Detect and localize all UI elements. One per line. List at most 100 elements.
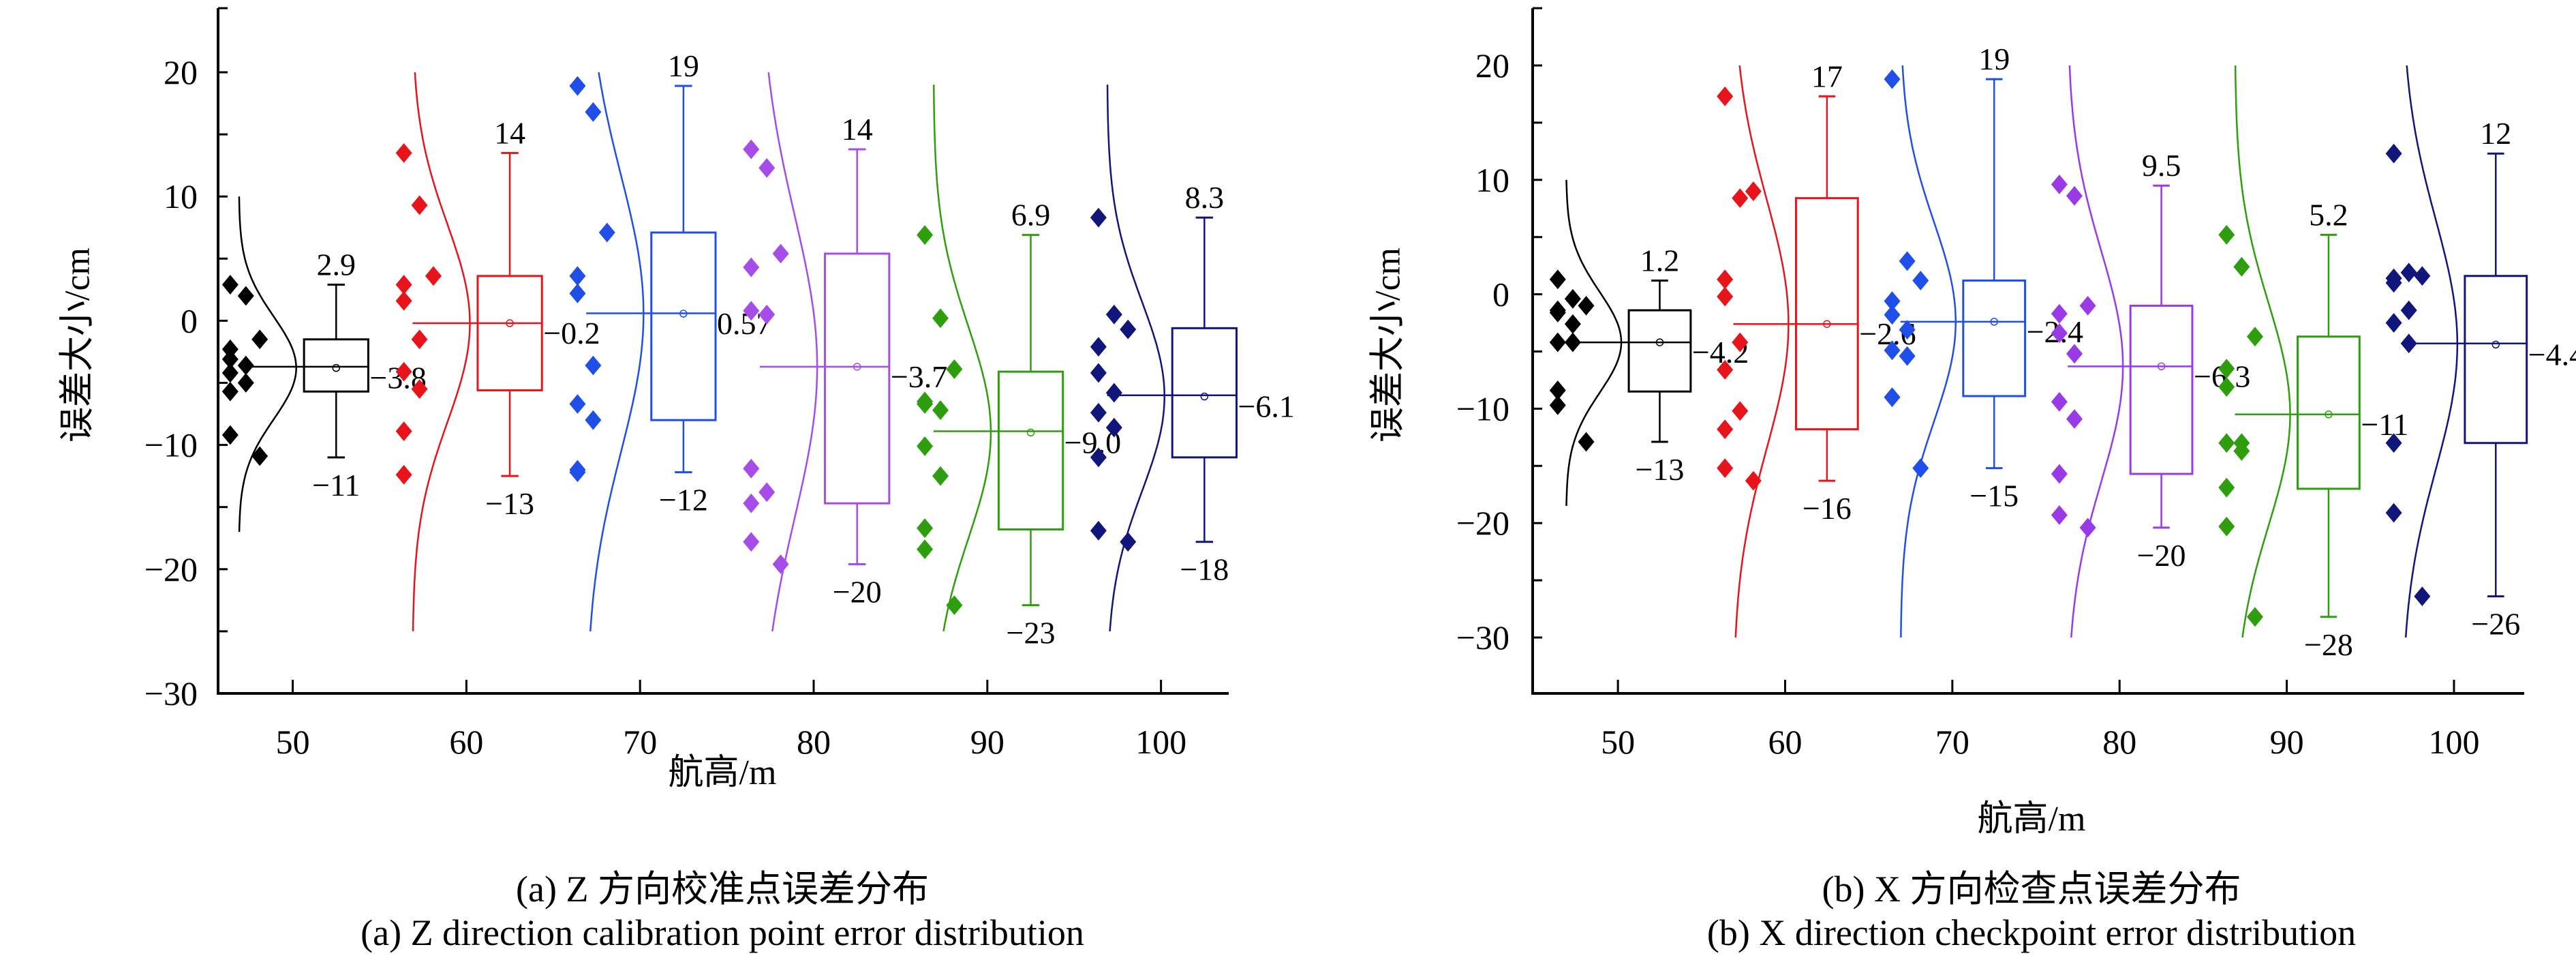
data-point (2218, 377, 2235, 397)
mean-marker (1823, 320, 1831, 328)
mean-marker (332, 363, 341, 372)
mean-marker (2325, 410, 2333, 419)
data-point (2385, 502, 2402, 523)
max-label: 9.5 (2142, 148, 2181, 183)
box (2464, 275, 2528, 445)
data-point (251, 446, 269, 466)
data-point (1884, 291, 1901, 312)
data-point (2218, 359, 2235, 379)
data-point (221, 349, 239, 370)
chart-a-caption-cn: (a) Z 方向校准点误差分布 (516, 869, 929, 910)
chart-a-caption-en: (a) Z direction calibration point error … (361, 912, 1084, 953)
data-point (1549, 332, 1566, 352)
data-point (2051, 464, 2068, 484)
normal-curve (1900, 65, 1957, 638)
data-point (569, 266, 586, 286)
data-point (221, 275, 239, 295)
chart-b-x-tick-label: 80 (2102, 723, 2136, 761)
data-point (1745, 470, 1762, 491)
chart-a-series-60: 14 −13 −0.2 (395, 72, 600, 631)
data-point (743, 257, 760, 278)
chart-a-y-tick-label: −30 (144, 674, 198, 712)
data-point (395, 361, 412, 382)
data-point (2400, 262, 2417, 283)
data-point (2385, 143, 2402, 164)
data-point (395, 290, 412, 311)
max-label: 8.3 (1185, 180, 1225, 215)
data-point (743, 301, 760, 321)
data-point (1717, 269, 1734, 290)
chart-b-xlabel: 航高/m (1977, 800, 2086, 839)
normal-curve (238, 196, 297, 532)
chart-a-x-tick-label: 90 (970, 723, 1005, 761)
data-point (1899, 320, 1916, 340)
data-point (585, 102, 602, 122)
data-point (1717, 359, 1734, 380)
normal-curve (2234, 65, 2291, 638)
chart-a-y-tick-label: −20 (144, 550, 198, 588)
data-point (585, 410, 602, 430)
mean-label: −4.4 (2528, 337, 2576, 372)
mean-label: −11 (2361, 407, 2408, 442)
box (1171, 327, 1238, 459)
max-label: 6.9 (1011, 198, 1051, 232)
chart-a-y-tick-label: 10 (164, 177, 198, 215)
data-point (2051, 323, 2068, 344)
data-point (2246, 607, 2263, 627)
mean-marker (679, 310, 688, 318)
max-label: 19 (668, 48, 699, 83)
data-point (1884, 305, 1901, 325)
data-point (411, 379, 428, 400)
data-point (1090, 363, 1107, 383)
data-point (917, 391, 934, 412)
data-point (1717, 419, 1734, 440)
chart-b-caption-cn: (b) X 方向检查点误差分布 (1822, 869, 2241, 910)
data-point (2233, 256, 2250, 277)
chart-a-ylabel: 误差大小/cm (58, 247, 97, 442)
min-label: −20 (2137, 538, 2186, 573)
normal-curve (767, 72, 818, 632)
chart-a-x-tick-label: 60 (449, 723, 483, 761)
data-point (2218, 477, 2235, 498)
normal-curve (2404, 65, 2459, 638)
data-point (2066, 185, 2083, 206)
data-point (1732, 188, 1749, 209)
chart-b-caption-en: (b) X direction checkpoint error distrib… (1706, 912, 2357, 953)
box (2129, 304, 2194, 475)
data-point (932, 308, 949, 329)
data-point (1717, 458, 1734, 479)
normal-curve (2068, 65, 2124, 638)
data-point (1912, 271, 1929, 290)
data-point (2051, 391, 2068, 412)
data-point (743, 458, 760, 479)
mean-marker (1026, 428, 1035, 437)
data-point (1090, 402, 1107, 423)
mean-marker (2157, 362, 2166, 371)
data-point (2385, 313, 2402, 333)
normal-curve (1106, 85, 1165, 631)
chart-b-series-90: 5.2 −28 −11 (2218, 65, 2409, 662)
chart-b-y-tick-label: 0 (1492, 275, 1509, 314)
mean-marker (506, 319, 514, 327)
chart-b-y-tick-label: −20 (1456, 504, 1509, 542)
data-point (743, 532, 760, 552)
chart-b-y-tick-label: 10 (1475, 161, 1509, 199)
chart-b-caption: (b) X 方向检查点误差分布 (b) X direction checkpoi… (1486, 867, 2576, 955)
data-point (1717, 86, 1734, 106)
data-point (425, 266, 442, 286)
data-point (2400, 300, 2417, 320)
min-label: −18 (1180, 552, 1229, 587)
chart-b-y-tick-label: −10 (1456, 389, 1509, 427)
data-point (2246, 327, 2263, 347)
data-point (395, 421, 412, 441)
data-point (1564, 288, 1581, 309)
data-point (1090, 337, 1107, 357)
chart-b-series-60: 17−16−2.6 (1717, 59, 1916, 638)
chart-b-series-70: 19−15−2.4 (1884, 42, 2083, 638)
mean-marker (1990, 318, 1998, 326)
data-point (1549, 269, 1566, 290)
data-point (1549, 395, 1566, 415)
mean-marker (1655, 338, 1664, 346)
data-point (1899, 346, 1916, 366)
